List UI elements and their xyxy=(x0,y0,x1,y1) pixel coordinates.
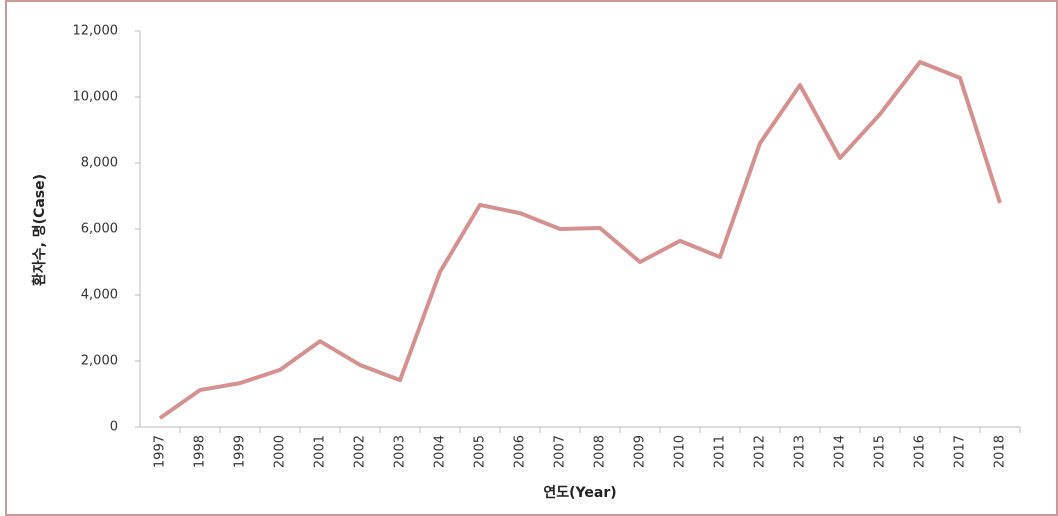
x-tick-label: 2003 xyxy=(393,435,408,468)
x-tick-label: 2011 xyxy=(713,435,728,468)
x-tick-label: 2007 xyxy=(553,435,568,468)
y-tick-label: 4,000 xyxy=(81,288,118,303)
x-tick-label: 2016 xyxy=(913,435,928,468)
x-tick-label: 2012 xyxy=(753,435,768,468)
x-tick-label: 2004 xyxy=(433,435,448,468)
y-tick-label: 0 xyxy=(110,420,118,435)
y-tick-label: 10,000 xyxy=(73,90,119,105)
x-tick-label: 2014 xyxy=(833,435,848,468)
x-axis-title: 연도(Year) xyxy=(543,485,616,501)
x-tick-label: 2013 xyxy=(793,435,808,468)
frame xyxy=(5,0,1058,516)
y-tick-label: 2,000 xyxy=(81,354,118,369)
line xyxy=(158,60,1002,420)
x-tick-label: 2015 xyxy=(873,435,888,468)
y-tick-label: 8,000 xyxy=(81,156,118,171)
x-tick-label: 1998 xyxy=(193,435,208,468)
y-tick-label: 12,000 xyxy=(73,24,119,39)
x-tick-label: 2018 xyxy=(993,435,1008,468)
x-tick-label: 1999 xyxy=(233,435,248,468)
x-tick-label: 2005 xyxy=(473,435,488,468)
x-tick-label: 2008 xyxy=(593,435,608,468)
x-tick-label: 2000 xyxy=(273,435,288,468)
x-tick-label: 2002 xyxy=(353,435,368,468)
x-tick-label: 2006 xyxy=(513,435,528,468)
y-tick-label: 6,000 xyxy=(81,222,118,237)
x-tick-label: 2017 xyxy=(953,435,968,468)
x-tick-label: 2009 xyxy=(633,435,648,468)
x-tick-label: 1997 xyxy=(153,435,168,468)
y-axis-title: 환자수, 명(Case) xyxy=(31,174,48,286)
x-tick-label: 2010 xyxy=(673,435,688,468)
x-tick-label: 2001 xyxy=(313,435,328,468)
